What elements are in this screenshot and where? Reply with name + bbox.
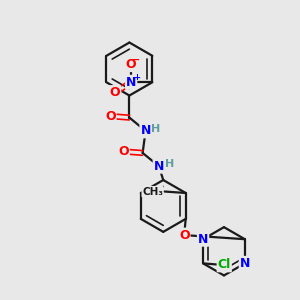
- Text: O: O: [179, 229, 190, 242]
- Text: H: H: [151, 124, 160, 134]
- Text: −: −: [132, 55, 140, 64]
- Text: O: O: [118, 145, 129, 158]
- Text: N: N: [154, 160, 164, 173]
- Text: O: O: [105, 110, 116, 123]
- Text: H: H: [164, 159, 174, 169]
- Text: N: N: [126, 76, 136, 89]
- Text: N: N: [198, 233, 208, 246]
- Text: N: N: [140, 124, 151, 137]
- Text: Cl: Cl: [218, 258, 231, 271]
- Text: O: O: [126, 58, 136, 71]
- Text: O: O: [110, 86, 120, 99]
- Text: N: N: [240, 257, 250, 270]
- Text: +: +: [133, 73, 140, 82]
- Text: CH₃: CH₃: [142, 187, 163, 196]
